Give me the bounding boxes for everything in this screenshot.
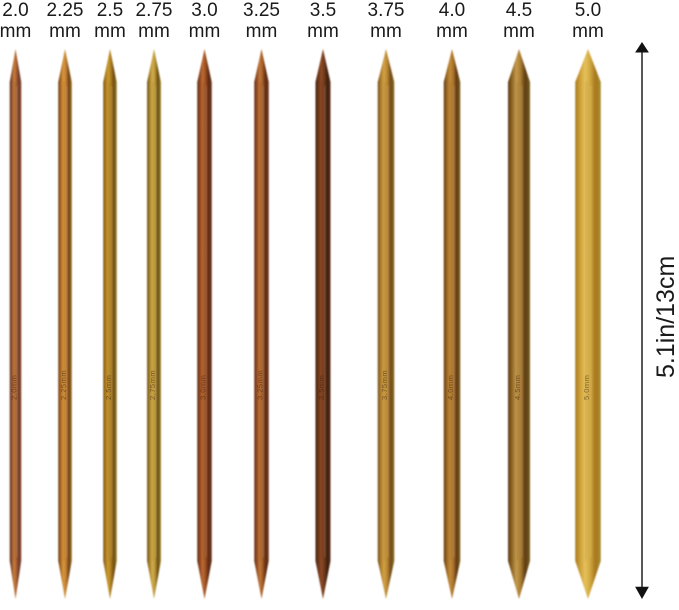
svg-text:3.25mm: 3.25mm [256, 370, 265, 400]
svg-text:2.5mm: 2.5mm [94, 0, 126, 42]
svg-text:4.5mm: 4.5mm [513, 375, 522, 400]
svg-text:2.5mm: 2.5mm [104, 375, 113, 400]
svg-text:2.75mm: 2.75mm [148, 370, 157, 400]
svg-text:5.0mm: 5.0mm [582, 375, 591, 400]
svg-text:4.0mm: 4.0mm [446, 375, 455, 400]
svg-text:5.0mm: 5.0mm [572, 0, 604, 42]
svg-text:2.25mm: 2.25mm [47, 0, 84, 42]
svg-text:3.5mm: 3.5mm [307, 0, 339, 42]
svg-text:3.25mm: 3.25mm [243, 0, 280, 42]
svg-text:2.0mm: 2.0mm [0, 0, 31, 42]
svg-text:3.0mm: 3.0mm [189, 0, 221, 42]
svg-text:4.5mm: 4.5mm [503, 0, 535, 42]
svg-text:3.75mm: 3.75mm [368, 0, 405, 42]
svg-text:2.25mm: 2.25mm [59, 370, 68, 400]
svg-text:3.5mm: 3.5mm [317, 375, 326, 400]
svg-text:3.0mm: 3.0mm [199, 375, 208, 400]
svg-text:2.0mm: 2.0mm [10, 375, 19, 400]
svg-text:3.75mm: 3.75mm [380, 370, 389, 400]
svg-text:2.75mm: 2.75mm [136, 0, 173, 42]
svg-text:5.1in/13cm: 5.1in/13cm [652, 256, 679, 378]
svg-text:4.0mm: 4.0mm [436, 0, 468, 42]
